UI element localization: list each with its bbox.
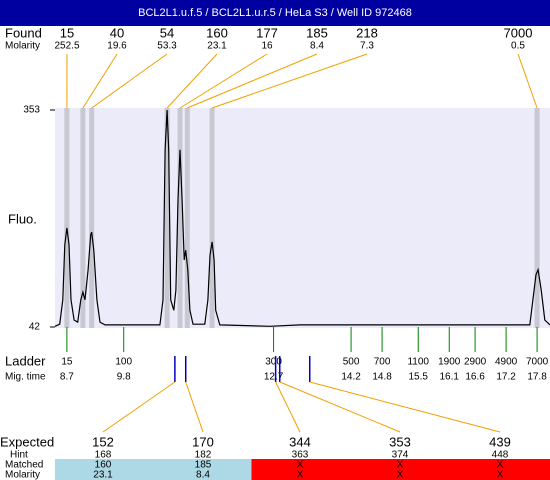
found-leader bbox=[91, 53, 168, 109]
expected-leader bbox=[102, 381, 176, 433]
header-bar bbox=[0, 0, 550, 26]
found-leader bbox=[166, 53, 218, 109]
found-size: 177 bbox=[256, 25, 278, 40]
y-tick-label: 42 bbox=[29, 322, 41, 333]
found-molarity: 53.3 bbox=[157, 41, 177, 52]
molarity-value: X bbox=[497, 470, 504, 480]
hint-value: 374 bbox=[392, 450, 409, 461]
expected-leader bbox=[279, 381, 401, 433]
found-leader bbox=[517, 53, 538, 109]
found-size: 40 bbox=[110, 25, 124, 40]
found-peak-band bbox=[89, 108, 95, 328]
ladder-time: 15.5 bbox=[409, 372, 429, 383]
ladder-time: 17.2 bbox=[496, 372, 516, 383]
found-size: 54 bbox=[160, 25, 174, 40]
expected-size: 439 bbox=[489, 434, 511, 449]
trace bbox=[54, 109, 550, 327]
ladder-size: 1100 bbox=[407, 357, 429, 368]
molarity-value: 8.4 bbox=[196, 470, 210, 480]
ladder-size: 1900 bbox=[438, 357, 461, 368]
found-size: 15 bbox=[60, 25, 74, 40]
found-peak-band bbox=[184, 108, 190, 328]
molarity-value: X bbox=[297, 470, 304, 480]
found-molarity: 252.5 bbox=[54, 41, 79, 52]
match-cell bbox=[251, 459, 350, 480]
found-molarity: 7.3 bbox=[360, 41, 374, 52]
ladder-time: 14.8 bbox=[372, 372, 392, 383]
found-peak-band bbox=[209, 108, 215, 328]
ladder-time: 12.7 bbox=[264, 372, 284, 383]
ladder-time: 16.1 bbox=[440, 372, 460, 383]
hint-value: 448 bbox=[492, 450, 509, 461]
ladder-size: 500 bbox=[343, 357, 360, 368]
matched-value: 185 bbox=[195, 460, 212, 471]
found-molarity: 8.4 bbox=[310, 41, 324, 52]
molarity-value: 23.1 bbox=[93, 470, 113, 480]
found-leader bbox=[187, 53, 318, 109]
y-label: Fluo. bbox=[8, 211, 37, 226]
y-tick-label: 353 bbox=[23, 105, 40, 116]
found-sublabel: Molarity bbox=[5, 41, 40, 52]
found-molarity: 16 bbox=[261, 41, 273, 52]
found-size: 160 bbox=[206, 25, 228, 40]
matched-value: 160 bbox=[95, 460, 112, 471]
hint-value: 182 bbox=[195, 450, 212, 461]
expected-size: 344 bbox=[289, 434, 311, 449]
found-peak-band bbox=[80, 108, 86, 328]
matched-value: X bbox=[397, 460, 404, 471]
match-cell bbox=[55, 459, 153, 480]
molarity-label: Molarity bbox=[5, 470, 40, 480]
found-label: Found bbox=[5, 25, 42, 40]
ladder-size: 4900 bbox=[495, 357, 518, 368]
found-molarity: 0.5 bbox=[511, 41, 525, 52]
found-size: 218 bbox=[356, 25, 378, 40]
matched-value: X bbox=[497, 460, 504, 471]
match-cell bbox=[450, 459, 550, 480]
found-leader bbox=[211, 53, 368, 109]
ladder-time: 17.8 bbox=[527, 372, 547, 383]
found-peak-band bbox=[177, 108, 183, 328]
hint-value: 168 bbox=[95, 450, 112, 461]
title: BCL2L1.u.f.5 / BCL2L1.u.r.5 / HeLa S3 / … bbox=[138, 7, 412, 19]
ladder-time: 14.2 bbox=[341, 372, 361, 383]
found-molarity: 19.6 bbox=[107, 41, 127, 52]
ladder-size: 2900 bbox=[464, 357, 487, 368]
ladder-sublabel: Mig. time bbox=[5, 372, 46, 383]
ladder-size: 15 bbox=[61, 357, 73, 368]
found-leader bbox=[179, 53, 268, 109]
expected-size: 152 bbox=[92, 434, 114, 449]
expected-size: 170 bbox=[192, 434, 214, 449]
matched-label: Matched bbox=[5, 460, 43, 471]
match-cell bbox=[153, 459, 252, 480]
ladder-time: 8.7 bbox=[60, 372, 74, 383]
hint-label: Hint bbox=[10, 450, 28, 461]
hint-value: 363 bbox=[292, 450, 309, 461]
ladder-size: 300 bbox=[265, 357, 282, 368]
found-size: 185 bbox=[306, 25, 328, 40]
found-leader bbox=[82, 53, 118, 109]
molarity-value: X bbox=[397, 470, 404, 480]
ladder-label: Ladder bbox=[5, 353, 46, 368]
found-molarity: 23.1 bbox=[207, 41, 227, 52]
expected-label: Expected bbox=[0, 434, 54, 449]
found-peak-band bbox=[164, 108, 170, 328]
expected-leader bbox=[185, 381, 204, 433]
ladder-size: 7000 bbox=[526, 357, 549, 368]
ladder-size: 100 bbox=[115, 357, 132, 368]
expected-size: 353 bbox=[389, 434, 411, 449]
found-peak-band bbox=[64, 108, 70, 328]
match-cell bbox=[350, 459, 450, 480]
expected-leader bbox=[309, 381, 501, 433]
matched-value: X bbox=[297, 460, 304, 471]
found-size: 7000 bbox=[504, 25, 533, 40]
plot-area bbox=[55, 108, 550, 328]
ladder-size: 700 bbox=[374, 357, 391, 368]
expected-leader bbox=[275, 381, 301, 433]
ladder-time: 9.8 bbox=[117, 372, 131, 383]
found-peak-band bbox=[534, 108, 540, 328]
ladder-time: 16.6 bbox=[465, 372, 485, 383]
